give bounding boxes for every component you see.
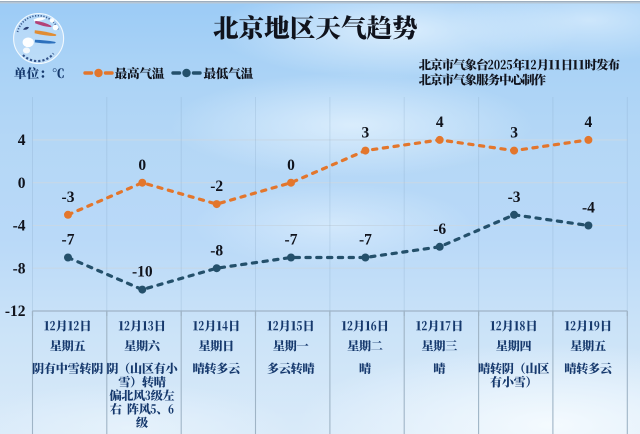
svg-text:0: 0 [18,175,26,192]
svg-text:-4: -4 [582,200,595,217]
svg-text:0: 0 [287,157,295,174]
svg-text:-2: -2 [210,178,223,195]
svg-text:-3: -3 [508,189,521,206]
svg-text:-12: -12 [5,303,26,320]
svg-text:4: 4 [436,114,444,131]
svg-text:3: 3 [510,125,518,142]
svg-text:-6: -6 [433,221,446,238]
svg-text:-7: -7 [359,232,372,249]
svg-text:-10: -10 [132,264,153,281]
svg-text:-8: -8 [13,260,26,277]
svg-text:3: 3 [362,125,370,142]
svg-text:-3: -3 [62,189,75,206]
svg-text:4: 4 [585,114,593,131]
svg-text:-8: -8 [210,242,223,259]
svg-text:-4: -4 [13,218,26,235]
svg-text:-7: -7 [285,232,298,249]
svg-text:4: 4 [18,132,26,149]
svg-text:0: 0 [138,157,146,174]
svg-text:-7: -7 [62,232,75,249]
